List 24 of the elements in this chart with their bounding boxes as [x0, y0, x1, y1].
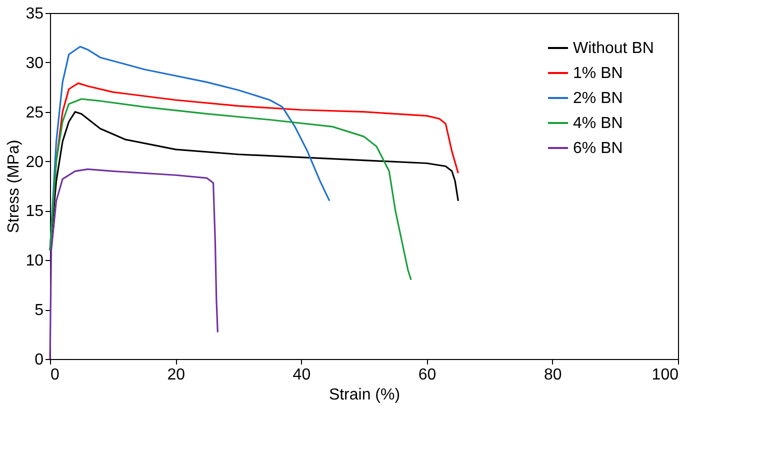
- x-tick-label: 0: [50, 366, 60, 384]
- y-tick-label: 20: [26, 154, 44, 171]
- y-tick-label: 15: [26, 203, 44, 220]
- y-tick-label: 10: [26, 252, 44, 270]
- line-series: [49, 98, 412, 281]
- x-tick-label: 100: [652, 366, 679, 384]
- legend-label: Without BN: [573, 40, 654, 57]
- x-tick-label: 60: [418, 366, 436, 384]
- y-tick-label: 0: [34, 352, 44, 368]
- y-tick-label: 35: [26, 6, 44, 22]
- y-axis-title: Stress (MPa): [6, 140, 23, 234]
- x-tick-label: 80: [544, 366, 562, 384]
- legend-label: 6% BN: [573, 140, 623, 157]
- y-tick-label: 30: [26, 54, 44, 72]
- line-series: [49, 46, 330, 252]
- legend-label: 1% BN: [573, 65, 623, 82]
- x-tick-label: 40: [292, 366, 311, 384]
- line-series: [49, 168, 218, 360]
- x-tick-label: 20: [167, 366, 186, 384]
- legend-label: 2% BN: [573, 90, 623, 107]
- y-tick-label: 25: [26, 104, 44, 122]
- y-tick-label: 5: [34, 302, 44, 320]
- x-axis-title: Strain (%): [328, 386, 400, 404]
- legend-label: 4% BN: [573, 115, 623, 132]
